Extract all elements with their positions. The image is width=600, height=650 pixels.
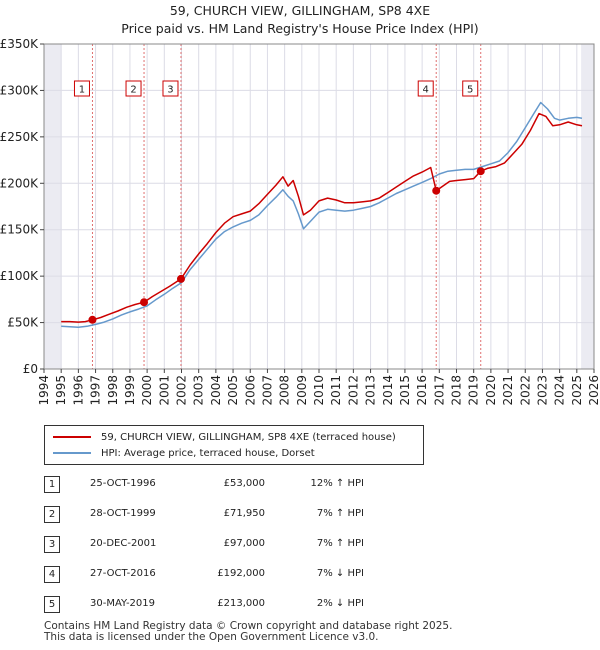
sale-marker-box <box>462 80 479 97</box>
legend-red-label: 59, CHURCH VIEW, GILLINGHAM, SP8 4XE (te… <box>101 431 396 443</box>
y-tick-label: £200K <box>0 176 39 190</box>
x-tick-label: 2013 <box>364 375 378 406</box>
legend-blue-label: HPI: Average price, terraced house, Dors… <box>101 447 315 459</box>
sale-date: 20-DEC-2001 <box>90 538 157 549</box>
sale-row: 3 20-DEC-2001 £97,000 7% ↑ HPI <box>44 536 464 553</box>
x-tick-label: 1999 <box>123 375 137 406</box>
sale-number-badge: 5 <box>44 596 60 613</box>
sale-row: 2 28-OCT-1999 £71,950 7% ↑ HPI <box>44 506 464 523</box>
sale-marker-label: 2 <box>130 85 136 96</box>
x-tick-label: 2026 <box>587 375 600 406</box>
sale-point <box>432 186 441 195</box>
sale-row: 5 30-MAY-2019 £213,000 2% ↓ HPI <box>44 596 464 613</box>
x-tick-label: 2018 <box>450 375 464 406</box>
title-line-1: 59, CHURCH VIEW, GILLINGHAM, SP8 4XE <box>169 3 431 18</box>
sale-number-badge: 2 <box>44 506 60 523</box>
y-tick-label: £100K <box>0 269 39 283</box>
x-tick-label: 2024 <box>553 375 567 406</box>
sale-date: 25-OCT-1996 <box>90 478 156 489</box>
legend-blue-swatch <box>53 452 91 454</box>
x-tick-label: 2006 <box>243 375 257 406</box>
legend-red-swatch <box>53 436 91 438</box>
sale-row: 1 25-OCT-1996 £53,000 12% ↑ HPI <box>44 476 464 493</box>
y-tick-label: £0 <box>23 362 38 376</box>
legend-item-property: 59, CHURCH VIEW, GILLINGHAM, SP8 4XE (te… <box>53 430 396 444</box>
sale-date: 27-OCT-2016 <box>90 568 156 579</box>
x-tick-label: 2016 <box>415 375 429 406</box>
x-tick-label: 2022 <box>518 375 532 406</box>
sale-hpi: 12% ↑ HPI <box>310 478 364 489</box>
sale-marker-label: 5 <box>467 85 473 96</box>
sale-hpi: 7% ↑ HPI <box>316 508 364 519</box>
x-tick-label: 1995 <box>54 375 68 406</box>
x-tick-label: 2019 <box>467 375 481 406</box>
y-tick-label: £300K <box>0 83 39 97</box>
y-tick-label: £250K <box>0 130 39 144</box>
x-tick-label: 1997 <box>89 375 103 406</box>
sale-price: £53,000 <box>223 478 265 489</box>
sale-point <box>88 315 97 324</box>
x-tick-label: 1998 <box>106 375 120 406</box>
sale-price: £97,000 <box>223 538 265 549</box>
sale-point <box>476 167 485 176</box>
footer-copyright: Contains HM Land Registry data © Crown c… <box>44 620 453 632</box>
x-tick-label: 2003 <box>192 375 206 406</box>
title-line-2: Price paid vs. HM Land Registry's House … <box>121 21 479 36</box>
sale-point <box>140 298 149 307</box>
sale-marker-label: 3 <box>167 85 173 96</box>
x-tick-label: 2008 <box>278 375 292 406</box>
shaded-range <box>44 44 62 369</box>
legend: 59, CHURCH VIEW, GILLINGHAM, SP8 4XE (te… <box>44 425 424 465</box>
x-tick-label: 2014 <box>381 375 395 406</box>
footer-licence: This data is licensed under the Open Gov… <box>44 631 379 643</box>
y-tick-label: £150K <box>0 223 39 237</box>
sale-point <box>176 274 185 283</box>
x-tick-label: 2007 <box>260 375 274 406</box>
x-tick-label: 2000 <box>140 375 154 406</box>
sale-marker-label: 1 <box>79 85 85 96</box>
sale-date: 30-MAY-2019 <box>90 598 156 609</box>
sale-price: £213,000 <box>217 598 265 609</box>
sale-number-badge: 4 <box>44 566 60 583</box>
footer: Contains HM Land Registry data © Crown c… <box>44 621 452 643</box>
sale-number-badge: 3 <box>44 536 60 553</box>
sale-hpi: 7% ↑ HPI <box>316 538 364 549</box>
x-tick-label: 1996 <box>71 375 85 406</box>
property-price-line <box>61 112 583 323</box>
x-tick-label: 2012 <box>346 375 360 406</box>
sale-marker-label: 4 <box>423 85 429 96</box>
sale-marker-box <box>73 80 90 97</box>
x-tick-label: 2023 <box>535 375 549 406</box>
x-tick-label: 2005 <box>226 375 240 406</box>
sale-marker-box <box>417 80 434 97</box>
y-tick-label: £50K <box>7 316 39 330</box>
price-chart: 1 2 3 4 5 £0 £50K £100K £150K £200K £250K £300K £350… <box>0 37 600 406</box>
sale-row: 4 27-OCT-2016 £192,000 7% ↓ HPI <box>44 566 464 583</box>
sale-hpi: 2% ↓ HPI <box>316 598 364 609</box>
sale-marker-box <box>162 80 179 97</box>
chart-title: 59, CHURCH VIEW, GILLINGHAM, SP8 4XE Pri… <box>0 2 600 38</box>
legend-item-hpi: HPI: Average price, terraced house, Dors… <box>53 446 315 460</box>
x-tick-label: 1994 <box>37 375 51 406</box>
sale-price: £71,950 <box>223 508 265 519</box>
sale-hpi: 7% ↓ HPI <box>316 568 364 579</box>
sale-marker-box <box>125 80 142 97</box>
x-tick-label: 2002 <box>175 375 189 406</box>
sale-number-badge: 1 <box>44 476 60 493</box>
x-tick-label: 2011 <box>329 375 343 406</box>
x-tick-label: 2021 <box>501 375 515 406</box>
x-tick-label: 2010 <box>312 375 326 406</box>
shaded-range <box>581 44 594 369</box>
x-tick-label: 2004 <box>209 375 223 406</box>
y-tick-label: £350K <box>0 37 39 51</box>
x-tick-label: 2001 <box>157 375 171 406</box>
x-tick-label: 2015 <box>398 375 412 406</box>
sale-price: £192,000 <box>217 568 265 579</box>
hpi-line <box>61 101 583 328</box>
x-tick-label: 2017 <box>432 375 446 406</box>
x-tick-label: 2025 <box>570 375 584 406</box>
x-tick-label: 2009 <box>295 375 309 406</box>
x-tick-label: 2020 <box>484 375 498 406</box>
sale-date: 28-OCT-1999 <box>90 508 156 519</box>
